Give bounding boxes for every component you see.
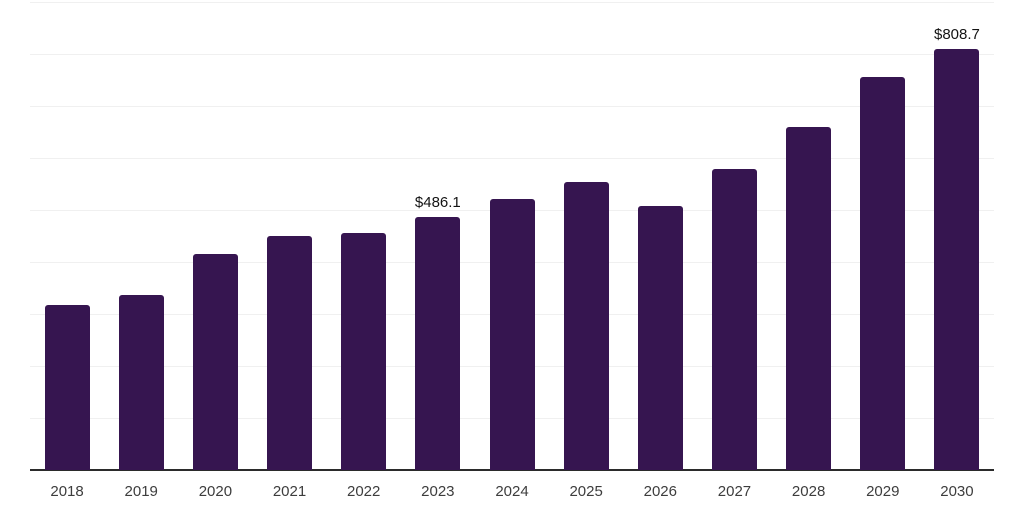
bar-2028 (786, 126, 832, 470)
bar-2020 (192, 253, 238, 470)
x-tick-2020: 2020 (198, 483, 233, 500)
bar-2025 (563, 181, 609, 470)
x-tick-2025: 2025 (569, 483, 603, 500)
x-tick-2022: 2022 (347, 483, 381, 500)
x-axis-line (30, 469, 994, 471)
bar-2019 (118, 294, 164, 470)
plot-area: $486.1 $808.7 (30, 1, 994, 471)
x-tick-2018: 2018 (50, 483, 84, 500)
x-tick-2024: 2024 (495, 483, 529, 500)
bar-2022 (341, 232, 387, 470)
x-tick-2030: 2030 (940, 483, 974, 500)
x-tick-2026: 2026 (643, 483, 677, 500)
x-tick-2021: 2021 (272, 483, 307, 500)
value-label-2023: $486.1 (414, 194, 461, 212)
gridline-900 (30, 1, 994, 3)
x-tick-2019: 2019 (124, 483, 158, 500)
bar-2026 (637, 206, 683, 470)
x-tick-2029: 2029 (866, 483, 900, 500)
bar-2027 (711, 168, 757, 470)
x-tick-2027: 2027 (717, 483, 752, 500)
x-tick-2023: 2023 (421, 483, 455, 500)
bar-2029 (860, 76, 906, 470)
x-tick-2028: 2028 (791, 483, 826, 500)
bar-2030 (934, 49, 980, 470)
gridline-700 (30, 105, 994, 107)
gridline-800 (30, 53, 994, 55)
value-label-2030: $808.7 (933, 26, 980, 44)
bar-2018 (44, 304, 90, 470)
bar-2024 (489, 199, 535, 470)
bar-2023 (415, 217, 461, 470)
bar-2021 (267, 236, 313, 470)
gridline-600 (30, 157, 994, 159)
x-axis: 2018 2019 2020 2021 2022 2023 2024 2025 2026 2027… (30, 484, 994, 504)
